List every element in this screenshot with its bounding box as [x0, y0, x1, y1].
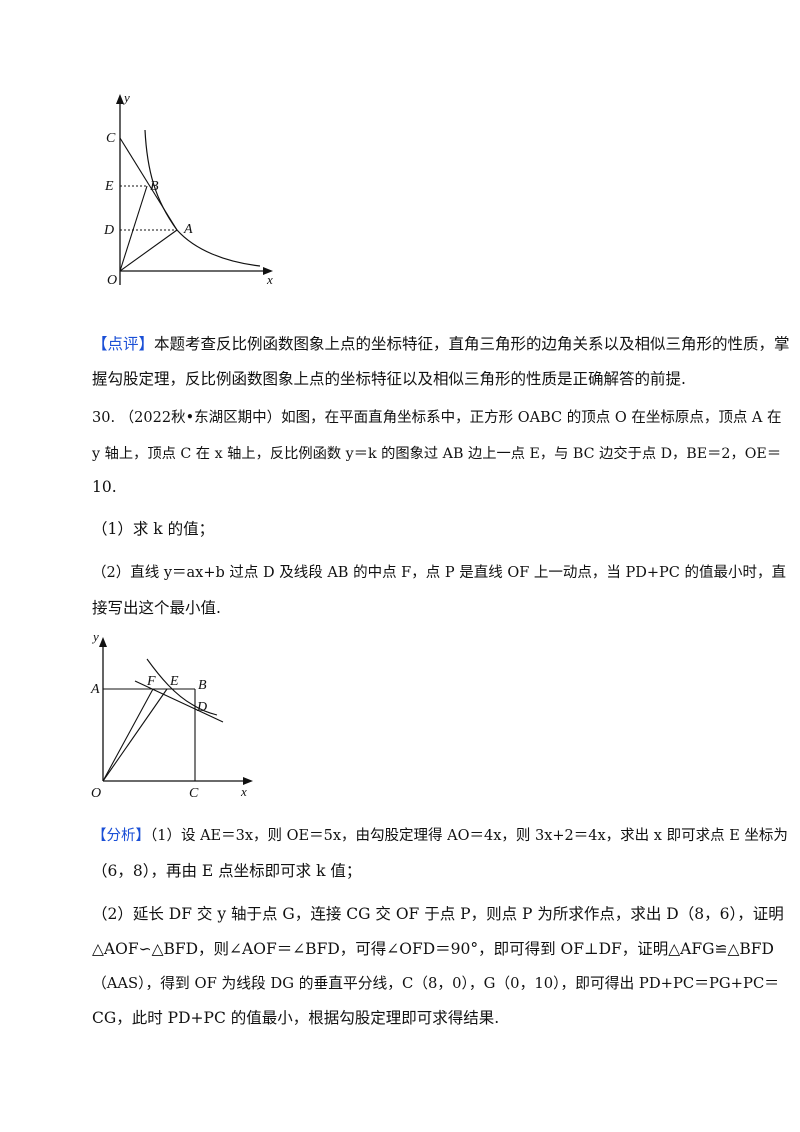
label-y: y [122, 90, 130, 105]
question-2-line-2: 接写出这个最小值. [92, 596, 782, 618]
analysis-line-1: 【分析】（1）设 AE＝3x，则 OE＝5x，由勾股定理得 AO＝4x，则 3x… [92, 824, 788, 845]
figure-1: y x O C E D B A [95, 90, 285, 295]
analysis-text-5: （AAS），得到 OF 为线段 DG 的垂直平分线，C（8，0），G（0，10）… [92, 975, 779, 992]
label-a: A [183, 222, 193, 237]
label-c: C [189, 786, 199, 801]
segment-of [102, 688, 154, 782]
line-ca [119, 137, 178, 231]
label-c: C [106, 131, 116, 146]
segment-ob [119, 185, 148, 272]
label-o: O [91, 786, 101, 801]
comment-line-2: 握勾股定理，反比例函数图象上点的坐标特征以及相似三角形的性质是正确解答的前提. [92, 367, 772, 389]
problem-text-3: 10. [92, 478, 117, 496]
problem-text-2: y 轴上，顶点 C 在 x 轴上，反比例函数 y＝k 的图象过 AB 边上一点 … [92, 446, 782, 462]
question-2-text-2: 接写出这个最小值. [92, 599, 221, 617]
comment-text-1: 本题考查反比例函数图象上点的坐标特征，直角三角形的边角关系以及相似三角形的性质，… [154, 335, 790, 353]
problem-line-3: 10. [92, 478, 782, 496]
question-1-text: （1）求 k 的值； [92, 520, 215, 538]
label-x: x [266, 272, 273, 287]
segment-oa [119, 229, 178, 272]
hyperbola-curve [146, 658, 218, 716]
label-d: D [103, 223, 114, 238]
problem-number: 30. [92, 410, 116, 426]
segment-oe [102, 688, 168, 782]
y-axis-arrow [99, 637, 107, 647]
label-b: B [198, 678, 207, 693]
question-1: （1）求 k 的值； [92, 517, 782, 539]
label-x: x [240, 784, 247, 799]
figure-1-svg: y x O C E D B A [103, 90, 273, 288]
analysis-line-4: △AOF∽△BFD，则∠AOF＝∠BFD，可得∠OFD＝90°，即可得到 OF⊥… [92, 937, 782, 959]
problem-text-1: （2022秋•东湖区期中）如图，在平面直角坐标系中，正方形 OABC 的顶点 O… [119, 410, 782, 426]
y-axis-arrow [116, 94, 124, 104]
hyperbola-curve [144, 129, 261, 267]
question-2-text-1: （2）直线 y＝ax+b 过点 D 及线段 AB 的中点 F，点 P 是直线 O… [92, 565, 786, 581]
label-a: A [90, 682, 100, 697]
comment-tag: 【点评】 [92, 335, 155, 353]
label-y: y [91, 629, 99, 644]
analysis-line-6: CG，此时 PD+PC 的值最小，根据勾股定理即可求得结果. [92, 1006, 782, 1028]
label-e: E [169, 674, 179, 689]
figure-2-svg: y x O A F E B D C [90, 629, 253, 801]
label-b: B [150, 179, 159, 194]
problem-line-2: y 轴上，顶点 C 在 x 轴上，反比例函数 y＝k 的图象过 AB 边上一点 … [92, 442, 782, 463]
line-fd [134, 680, 224, 723]
analysis-text-2: （6，8），再由 E 点坐标即可求 k 值； [92, 862, 362, 880]
x-axis-arrow [243, 777, 253, 785]
analysis-text-3: （2）延长 DF 交 y 轴于点 G，连接 CG 交 OF 于点 P，则点 P … [92, 905, 784, 923]
analysis-line-2: （6，8），再由 E 点坐标即可求 k 值； [92, 859, 782, 881]
analysis-text-1: （1）设 AE＝3x，则 OE＝5x，由勾股定理得 AO＝4x，则 3x+2＝4… [150, 828, 788, 844]
problem-line-1: 30. （2022秋•东湖区期中）如图，在平面直角坐标系中，正方形 OABC 的… [92, 406, 782, 427]
analysis-line-3: （2）延长 DF 交 y 轴于点 G，连接 CG 交 OF 于点 P，则点 P … [92, 902, 784, 924]
analysis-tag: 【分析】 [92, 828, 150, 844]
question-2-line-1: （2）直线 y＝ax+b 过点 D 及线段 AB 的中点 F，点 P 是直线 O… [92, 561, 786, 582]
label-e: E [104, 179, 114, 194]
x-axis-arrow [263, 267, 273, 275]
analysis-text-6: CG，此时 PD+PC 的值最小，根据勾股定理即可求得结果. [92, 1009, 500, 1027]
label-d: D [196, 700, 207, 715]
label-o: O [107, 273, 117, 288]
comment-text-2: 握勾股定理，反比例函数图象上点的坐标特征以及相似三角形的性质是正确解答的前提. [92, 370, 686, 388]
analysis-line-5: （AAS），得到 OF 为线段 DG 的垂直平分线，C（8，0），G（0，10）… [92, 972, 782, 993]
comment-line-1: 【点评】本题考查反比例函数图象上点的坐标特征，直角三角形的边角关系以及相似三角形… [92, 332, 790, 354]
analysis-text-4: △AOF∽△BFD，则∠AOF＝∠BFD，可得∠OFD＝90°，即可得到 OF⊥… [92, 940, 774, 958]
figure-2: y x O A F E B D C [85, 625, 265, 805]
label-f: F [146, 674, 156, 689]
